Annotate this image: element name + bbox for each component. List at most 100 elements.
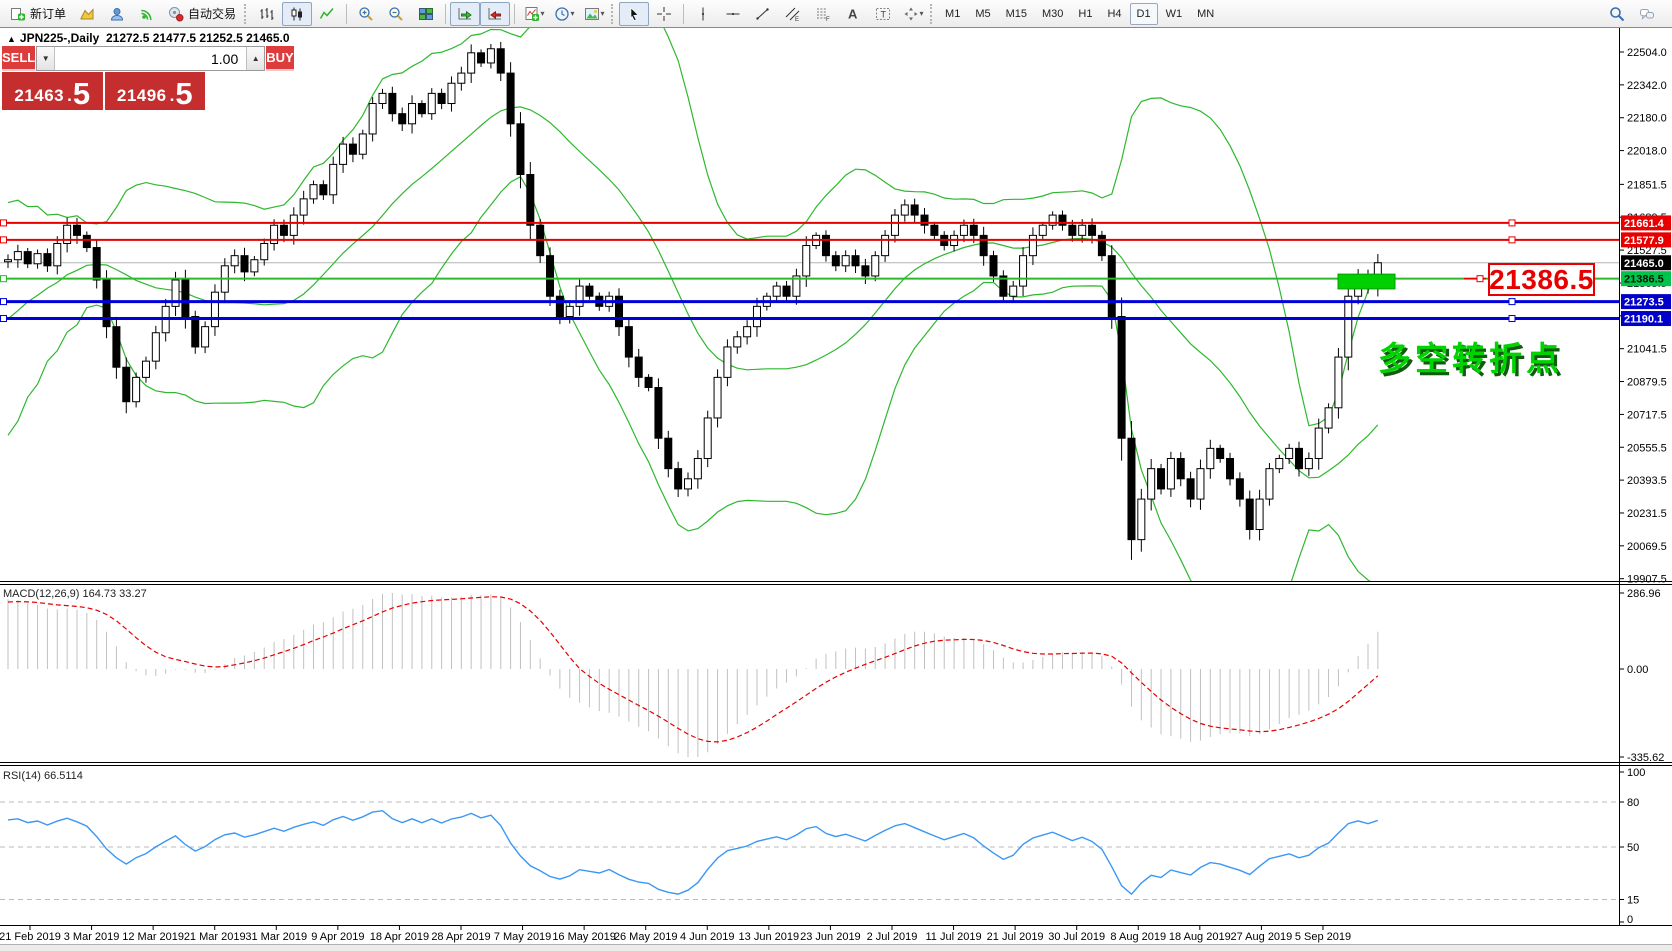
vertical-line-icon — [695, 6, 711, 22]
price-axis[interactable]: 22504.022342.022180.022018.021851.521689… — [1620, 47, 1667, 586]
horizontal-line-button[interactable] — [718, 2, 748, 26]
candle-down — [122, 366, 131, 403]
date-axis-label: 21 Feb 2019 — [0, 931, 61, 943]
support-line-1-left-handle[interactable] — [0, 298, 7, 306]
cursor-button[interactable] — [619, 1, 650, 26]
candle-up — [693, 458, 702, 480]
buy-price-display[interactable]: 21496. 5 — [104, 72, 205, 110]
candle-up — [210, 291, 219, 328]
fibonacci-button[interactable]: F — [808, 2, 838, 26]
resistance-line-2-right-handle[interactable] — [1508, 236, 1516, 244]
zoom-out-button[interactable] — [381, 2, 411, 26]
resistance-line-1-tag: 21661.4 — [1621, 215, 1671, 231]
candle-down — [1186, 478, 1195, 500]
candle-up — [339, 143, 348, 165]
candle-up — [1019, 255, 1028, 287]
price-axis-label: 20879.5 — [1627, 377, 1667, 389]
candle-up — [752, 305, 761, 328]
bar-chart-button[interactable] — [252, 2, 282, 26]
community-button[interactable] — [102, 2, 132, 26]
text-button[interactable]: A — [838, 2, 868, 26]
timeframe-button-M5[interactable]: M5 — [975, 7, 991, 20]
sell-price-frac: 5 — [72, 76, 91, 112]
trendline-button[interactable] — [748, 2, 778, 26]
price-axis-label: 22342.0 — [1627, 80, 1667, 92]
resistance-line-1-left-handle[interactable] — [0, 219, 7, 227]
volume-decrease-button[interactable]: ▼ — [37, 47, 56, 70]
annotation-text[interactable]: 多空转折点 — [1378, 340, 1563, 377]
sell-price-display[interactable]: 21463. 5 — [2, 72, 103, 110]
chart-shift-button[interactable] — [480, 1, 511, 26]
timeframe-button-H1[interactable]: H1 — [1078, 7, 1093, 20]
toolbar-grip — [611, 3, 615, 24]
candle-up — [171, 279, 180, 307]
new-order-button[interactable]: 新订单 — [4, 2, 72, 26]
price-axis-label: 21527.5 — [1627, 245, 1667, 257]
support-line-2-left-handle[interactable] — [0, 315, 7, 323]
candle-up — [53, 242, 62, 267]
support-line-2-right-handle[interactable] — [1508, 315, 1516, 323]
new-chart-button[interactable] — [72, 2, 102, 26]
timeframe-button-MN[interactable]: MN — [1197, 7, 1215, 20]
auto-scroll-button[interactable] — [450, 1, 481, 26]
volume-increase-button[interactable]: ▲ — [246, 47, 265, 70]
date-axis-label: 18 Aug 2019 — [1169, 931, 1231, 943]
timeframe-button-M1[interactable]: M1 — [945, 7, 961, 20]
label-anchor-handle[interactable] — [1476, 275, 1484, 283]
resistance-line-2-left-handle[interactable] — [0, 236, 7, 244]
arrows-button[interactable]: ▾ — [898, 2, 928, 26]
price-axis-label: 21041.5 — [1627, 344, 1667, 356]
candle-up — [575, 285, 584, 307]
signals-button[interactable] — [132, 2, 162, 26]
candle-down — [506, 72, 515, 125]
candle-up — [132, 376, 141, 403]
candlestick-chart-button[interactable] — [282, 1, 313, 26]
resistance-line-1-right-handle[interactable] — [1508, 219, 1516, 227]
volume-input[interactable] — [55, 47, 247, 70]
sell-button[interactable]: SELL — [2, 46, 36, 71]
zoom-in-button[interactable] — [351, 2, 381, 26]
support-line-1-right-handle[interactable] — [1508, 298, 1516, 306]
candle-up — [63, 224, 72, 244]
chart-canvas: 22504.022342.022180.022018.021851.521689… — [0, 28, 1672, 951]
search-button[interactable] — [1602, 2, 1632, 26]
price-callout-label[interactable]: 21386.5 — [1488, 263, 1595, 296]
candle-down — [930, 224, 939, 236]
timeframe-button-D1[interactable]: D1 — [1129, 2, 1158, 25]
pivot-line-green-left-handle[interactable] — [0, 275, 7, 283]
crosshair-button[interactable] — [649, 2, 679, 26]
periods-button[interactable]: ▾ — [549, 2, 579, 26]
timeframe-button-M30[interactable]: M30 — [1042, 7, 1064, 20]
indicators-button[interactable]: ▾ — [519, 2, 549, 26]
text-label-button[interactable]: T — [868, 2, 898, 26]
candle-down — [861, 265, 870, 277]
candle-down — [417, 103, 426, 115]
candle-down — [920, 214, 929, 226]
tile-windows-button[interactable] — [411, 2, 441, 26]
macd-scale-label: 0.00 — [1627, 664, 1648, 676]
candle-up — [565, 305, 574, 318]
equidistant-channel-icon: E — [785, 6, 801, 22]
vertical-line-button[interactable] — [688, 2, 718, 26]
date-axis[interactable]: 21 Feb 2019 3 Mar 2019 12 Mar 2019 21 Mar 2… — [0, 925, 1351, 944]
new-order-icon — [10, 6, 26, 22]
autotrade-button[interactable]: 自动交易 — [162, 2, 242, 26]
timeframe-button-H4[interactable]: H4 — [1107, 7, 1122, 20]
candle-down — [851, 255, 860, 267]
date-axis-label: 23 Jun 2019 — [800, 931, 861, 943]
green-rectangle-object[interactable] — [1337, 273, 1396, 290]
candle-up — [683, 478, 692, 490]
candle-up — [1324, 407, 1333, 429]
line-chart-button[interactable] — [312, 2, 342, 26]
chat-button[interactable] — [1632, 2, 1662, 26]
fibonacci-icon: F — [815, 6, 831, 22]
candle-down — [43, 253, 52, 267]
toolbar-separator — [514, 3, 516, 24]
timeframe-button-W1[interactable]: W1 — [1165, 7, 1183, 20]
equidistant-channel-button[interactable]: E — [778, 2, 808, 26]
current-price-line-tag: 21465.0 — [1621, 255, 1671, 271]
buy-button[interactable]: BUY — [266, 46, 294, 71]
candle-up — [1028, 234, 1037, 257]
timeframe-button-M15[interactable]: M15 — [1005, 7, 1027, 20]
templates-button[interactable]: ▾ — [579, 2, 609, 26]
